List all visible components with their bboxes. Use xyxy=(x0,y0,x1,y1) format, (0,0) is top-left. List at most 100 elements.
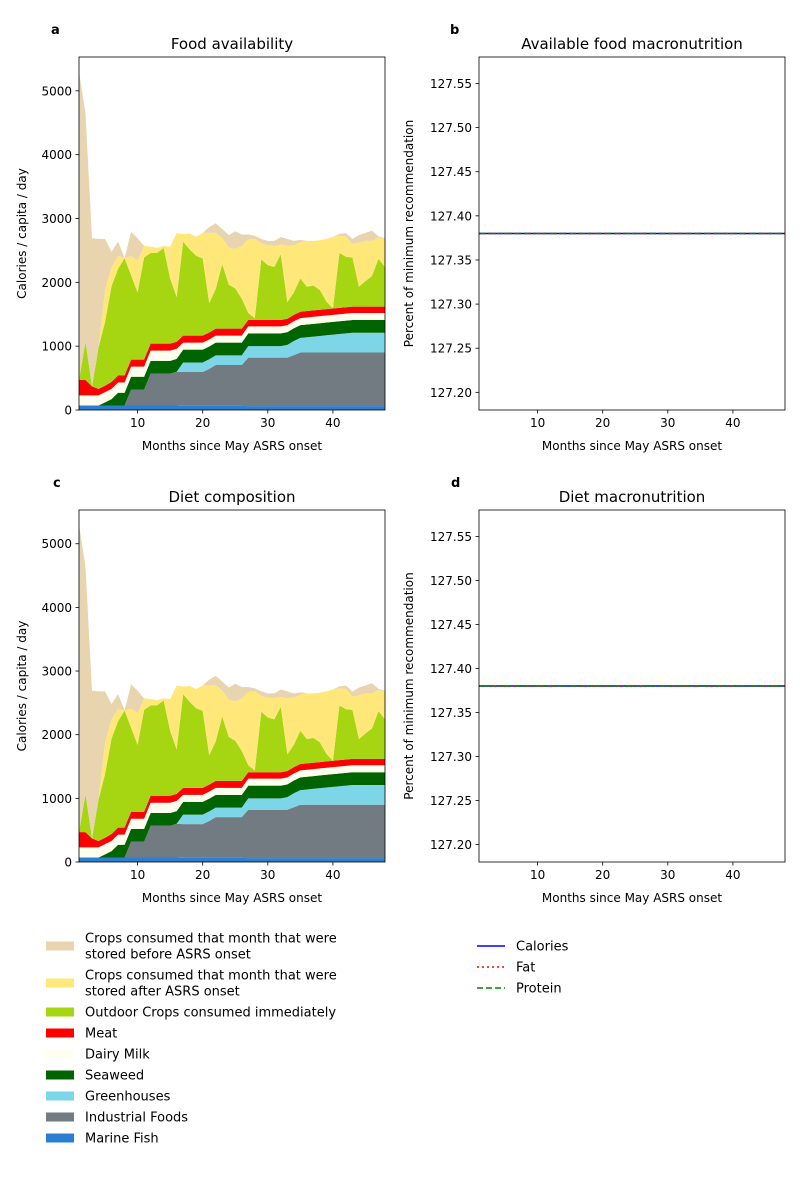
x-tick-label: 30 xyxy=(660,416,675,430)
legend-entry: Greenhouses xyxy=(46,1090,171,1105)
y-axis-label: Calories / capita / day xyxy=(15,168,29,299)
y-tick-label: 127.40 xyxy=(430,209,472,223)
x-tick-label: 40 xyxy=(725,416,740,430)
area-series-2 xyxy=(79,332,385,406)
x-tick-label: 30 xyxy=(260,868,275,882)
x-tick-label: 10 xyxy=(530,416,545,430)
legend-label: Meat xyxy=(85,1027,117,1042)
y-tick-label: 4000 xyxy=(41,148,72,162)
y-tick-label: 127.20 xyxy=(430,386,472,400)
legend-entry: Crops consumed that month that werestore… xyxy=(46,969,337,1000)
area-series-5 xyxy=(79,306,385,396)
plot-area xyxy=(79,71,385,410)
y-tick-label: 5000 xyxy=(41,537,72,551)
legend-label: Crops consumed that month that were xyxy=(85,969,337,984)
legend-entry: Seaweed xyxy=(46,1069,144,1084)
y-tick-label: 4000 xyxy=(41,601,72,615)
axes-frame xyxy=(78,509,386,863)
y-tick-label: 127.30 xyxy=(430,298,472,312)
x-tick-label: 40 xyxy=(325,416,340,430)
y-tick-label: 1000 xyxy=(41,792,72,806)
y-axis-label: Percent of minimum recommendation xyxy=(402,572,416,799)
y-axis-label: Percent of minimum recommendation xyxy=(402,120,416,347)
legend-label: Dairy Milk xyxy=(85,1048,150,1063)
area-series-4 xyxy=(79,765,385,858)
y-tick-label: 127.35 xyxy=(430,253,472,267)
x-axis-label: Months since May ASRS onset xyxy=(542,439,722,453)
plot-area xyxy=(79,524,385,862)
legend-swatch xyxy=(46,1091,74,1101)
x-tick-label: 40 xyxy=(725,868,740,882)
panel-c: 10 20 30 40 0 1000 2000 3000 4000 5000 Diet compos… xyxy=(15,476,386,905)
area-series-5 xyxy=(79,758,385,848)
area-series-3 xyxy=(79,319,385,406)
legend-entry: Dairy Milk xyxy=(46,1048,150,1063)
y-tick-label: 127.35 xyxy=(430,706,472,720)
legend-label: Industrial Foods xyxy=(85,1111,188,1126)
x-tick-label: 30 xyxy=(660,868,675,882)
legend-label: stored after ASRS onset xyxy=(85,985,240,1000)
y-tick-label: 0 xyxy=(64,856,72,870)
legend-label: Protein xyxy=(516,982,562,997)
area-series-1 xyxy=(79,804,385,859)
y-tick-label: 127.55 xyxy=(430,77,472,91)
legend-label: Calories xyxy=(516,940,569,955)
x-tick-label: 20 xyxy=(595,868,610,882)
y-tick-label: 127.30 xyxy=(430,750,472,764)
panel-letter: b xyxy=(450,23,459,38)
area-series-1 xyxy=(79,352,385,407)
x-tick-label: 10 xyxy=(130,868,145,882)
chart-title: Available food macronutrition xyxy=(521,35,743,53)
legend-label: Outdoor Crops consumed immediately xyxy=(85,1006,336,1021)
y-tick-label: 1000 xyxy=(41,340,72,354)
area-series-7 xyxy=(79,232,385,387)
panel-letter: a xyxy=(51,23,60,38)
x-tick-label: 20 xyxy=(195,868,210,882)
legend-label: stored before ASRS onset xyxy=(85,948,251,963)
y-tick-label: 5000 xyxy=(41,84,72,98)
legend-swatch xyxy=(46,978,74,988)
area-series-6 xyxy=(79,241,385,389)
y-axis-label: Calories / capita / day xyxy=(15,621,29,752)
y-tick-label: 127.25 xyxy=(430,342,472,356)
legend-label: Marine Fish xyxy=(85,1132,159,1147)
area-series-7 xyxy=(79,685,385,839)
area-series-0 xyxy=(79,857,385,862)
legend-swatch xyxy=(46,1049,74,1059)
legend-label: Fat xyxy=(516,961,535,976)
x-axis-label: Months since May ASRS onset xyxy=(142,439,322,453)
x-tick-label: 30 xyxy=(260,416,275,430)
legend-label: Greenhouses xyxy=(85,1090,171,1105)
panel-a: 10 20 30 40 0 1000 2000 3000 4000 5000 Food availa… xyxy=(15,23,386,453)
y-tick-label: 127.20 xyxy=(430,838,472,852)
x-axis-label: Months since May ASRS onset xyxy=(142,891,322,905)
y-tick-label: 127.55 xyxy=(430,530,472,544)
legend-label: Seaweed xyxy=(85,1069,144,1084)
panel-letter: d xyxy=(451,476,460,491)
y-tick-label: 127.45 xyxy=(430,618,472,632)
x-tick-label: 20 xyxy=(195,416,210,430)
legend-entry: Fat xyxy=(477,961,535,976)
area-series-2 xyxy=(79,784,385,858)
legend-entry: Meat xyxy=(46,1027,117,1042)
chart-title: Diet composition xyxy=(168,488,295,506)
legend-entry: Crops consumed that month that werestore… xyxy=(46,932,337,963)
area-series-4 xyxy=(79,312,385,406)
y-tick-label: 2000 xyxy=(41,276,72,290)
legend-stack: Crops consumed that month that werestore… xyxy=(46,932,337,1147)
legend-swatch xyxy=(46,1112,74,1122)
legend-entry: Calories xyxy=(477,940,569,955)
axes-frame xyxy=(478,56,786,411)
y-tick-label: 0 xyxy=(64,404,72,418)
legend-lines: Calories Fat Protein xyxy=(477,940,569,997)
axes-frame xyxy=(478,509,786,863)
y-tick-label: 127.40 xyxy=(430,662,472,676)
legend-swatch xyxy=(46,1028,74,1038)
legend-swatch xyxy=(46,1133,74,1143)
panel-letter: c xyxy=(53,476,61,491)
legend-entry: Industrial Foods xyxy=(46,1111,188,1126)
y-tick-label: 2000 xyxy=(41,728,72,742)
legend-entry: Marine Fish xyxy=(46,1132,159,1147)
x-tick-label: 40 xyxy=(325,868,340,882)
